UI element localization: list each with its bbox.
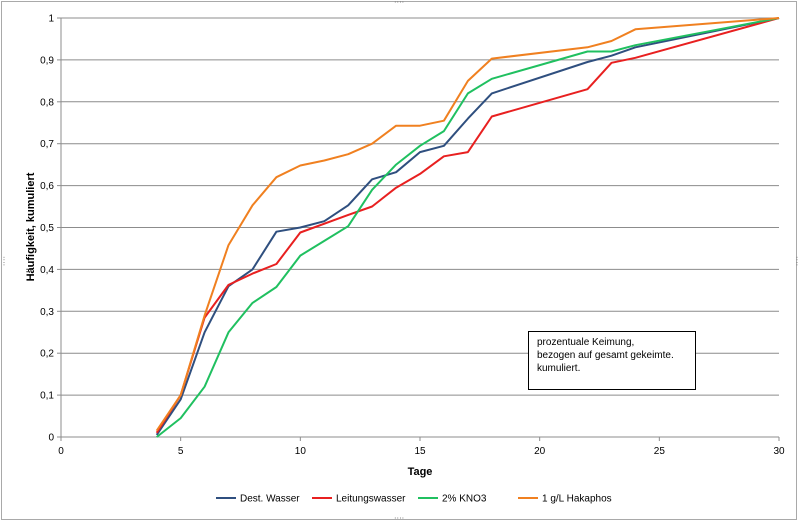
y-tick-label: 0,1 — [40, 391, 54, 402]
series-lines — [155, 17, 780, 438]
x-tick-label: 15 — [414, 446, 426, 457]
legend-label: 1 g/L Hakaphos — [542, 494, 612, 505]
x-axis-title: Tage — [408, 466, 433, 478]
axes — [57, 17, 780, 441]
annotation-line-1: prozentuale Keimung, — [537, 337, 635, 348]
x-tick-label: 10 — [295, 446, 307, 457]
x-tick-label: 20 — [534, 446, 546, 457]
x-tick-label: 25 — [654, 446, 666, 457]
series-line-leitungswasser — [155, 17, 780, 434]
resize-handle-bottom[interactable]: ···· — [394, 514, 405, 523]
annotation-line-3: kumuliert. — [537, 363, 581, 374]
annotation-line-2: bezogen auf gesamt gekeimte. — [537, 350, 674, 361]
y-tick-label: 0,9 — [40, 55, 54, 66]
resize-handle-top[interactable]: ···· — [394, 0, 405, 7]
y-tick-label: 0,6 — [40, 181, 54, 192]
legend-label: 2% KNO3 — [442, 494, 487, 505]
y-tick-label: 0,8 — [40, 97, 54, 108]
legend-label: Dest. Wasser — [240, 494, 300, 505]
y-axis-title: Häufigkeit, kumuliert — [25, 172, 37, 281]
series-line-1-g-l-hakaphos — [155, 17, 780, 432]
y-tick-label: 0,3 — [40, 307, 54, 318]
y-tick-label: 0 — [48, 433, 54, 444]
y-tick-label: 0,5 — [40, 223, 54, 234]
tick-labels: 00,10,20,30,40,50,60,70,80,910 5 10 15 20 25 3… — [40, 14, 785, 458]
x-tick-label: 30 — [773, 446, 785, 457]
legend: Dest. Wasser Leitungswasser 2% KNO3 1 g/L H… — [216, 494, 612, 505]
x-tick-label: 5 — [178, 446, 184, 457]
y-tick-label: 0,7 — [40, 139, 54, 150]
y-tick-label: 1 — [48, 14, 54, 25]
y-tick-label: 0,2 — [40, 349, 54, 360]
annotation-box: prozentuale Keimung, bezogen auf gesamt … — [528, 331, 696, 390]
series-line-2-kno3 — [156, 17, 780, 438]
resize-handle-right[interactable]: ···· — [792, 256, 800, 267]
y-tick-label: 0,4 — [40, 265, 54, 276]
resize-handle-left[interactable]: ···· — [0, 256, 8, 267]
legend-label: Leitungswasser — [336, 494, 406, 505]
x-tick-label: 0 — [58, 446, 64, 457]
